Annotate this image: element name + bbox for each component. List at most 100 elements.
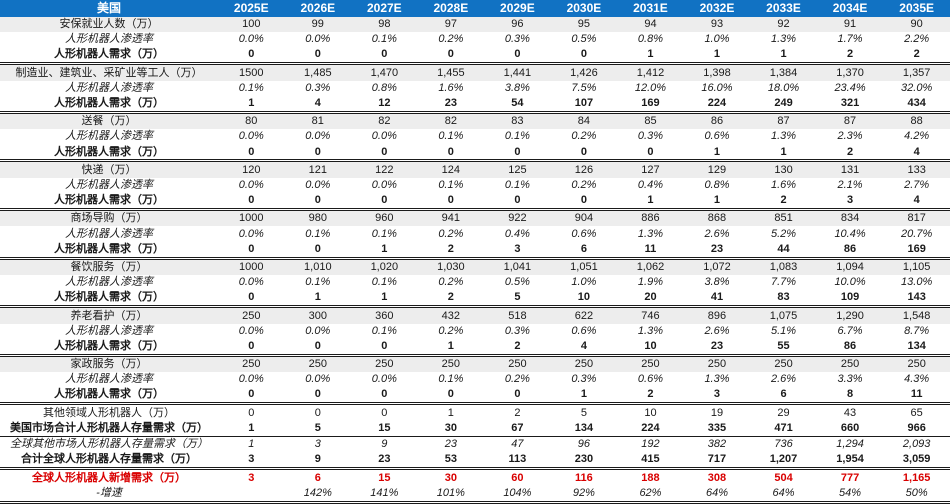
value-cell: 360	[351, 306, 418, 324]
value-cell: 0	[218, 192, 285, 212]
value-cell: 1	[750, 47, 817, 66]
value-cell: 2	[750, 192, 817, 212]
value-cell: 85	[617, 112, 684, 130]
value-cell: 3.8%	[704, 276, 730, 289]
value-cell: 98	[351, 17, 418, 32]
row-label: 人形机器人渗透率	[65, 178, 153, 191]
value-cell: 92%	[550, 485, 618, 504]
value-cell: 30	[444, 471, 457, 484]
value-cell: 1,072	[683, 258, 751, 275]
value-cell: 1,075	[750, 306, 817, 324]
table-row: 人形机器人需求（万） 1 4 12 23 54 107 169 224 249 321 434	[0, 95, 950, 114]
value-cell: 4.2%	[904, 130, 930, 143]
value-cell: 83	[750, 289, 817, 309]
row-label: 家政服务（万）	[0, 355, 218, 373]
value-cell: 1	[218, 420, 285, 437]
value-cell: 1,020	[351, 258, 418, 275]
row-label: 全球其他市场人形机器人存量需求（万）	[10, 438, 208, 451]
value-cell: 300	[284, 306, 352, 324]
value-cell: 3	[816, 192, 884, 212]
table-row: 快递（万） 120 121 122 124 125 126 127 129 130 131 133	[0, 160, 950, 178]
value-cell: 2.6%	[770, 373, 797, 386]
row-label: 人形机器人需求（万）	[0, 241, 218, 260]
value-cell: 122	[351, 160, 418, 178]
table-row: 人形机器人需求（万） 0 0 1 2 3 6 11 23 44 86 169	[0, 241, 950, 260]
value-cell: 0.0%	[238, 227, 264, 240]
row-label: 制造业、建筑业、采矿业等工人（万）	[0, 63, 218, 81]
value-cell: 41	[683, 289, 751, 309]
value-cell: 0	[484, 144, 551, 163]
row-label: 人形机器人需求（万）	[0, 289, 218, 309]
table-row: 人形机器人需求（万） 0 0 0 0 0 1 2 3 6 8 11	[0, 387, 950, 406]
value-cell: 87	[750, 112, 817, 130]
value-cell: 0.2%	[438, 276, 464, 289]
value-cell: 660	[816, 420, 884, 437]
value-cell: 32.0%	[901, 81, 933, 94]
value-cell: 0	[484, 47, 551, 66]
column-header: 2025E	[218, 0, 285, 17]
value-cell: 886	[617, 209, 684, 227]
value-cell: 0	[417, 144, 485, 163]
value-cell: 0.0%	[238, 130, 264, 143]
value-cell: 2	[484, 403, 551, 421]
value-cell: 83	[484, 112, 551, 130]
value-cell: 99	[284, 17, 352, 32]
row-label: 人形机器人需求（万）	[0, 47, 218, 66]
value-cell: 0.1%	[504, 178, 530, 191]
value-cell: 1,384	[750, 63, 817, 81]
value-cell: 0.0%	[371, 178, 397, 191]
value-cell: 1	[351, 241, 418, 260]
value-cell: 1	[351, 289, 418, 309]
value-cell: 250	[617, 355, 684, 373]
value-cell: 20.7%	[901, 227, 933, 240]
value-cell: 5.2%	[770, 227, 797, 240]
row-label: 美国市场合计人形机器人存量需求（万）	[0, 420, 218, 437]
value-cell: 1,062	[617, 258, 684, 275]
value-cell: 6	[750, 387, 817, 406]
value-cell: 1,041	[484, 258, 551, 275]
value-cell: 2,093	[902, 438, 931, 451]
value-cell: 1.3%	[637, 227, 663, 240]
value-cell: 250	[750, 355, 817, 373]
value-cell: 142%	[284, 485, 352, 504]
value-cell: 896	[683, 306, 751, 324]
value-cell: 2.6%	[704, 324, 730, 337]
value-cell: 82	[417, 112, 485, 130]
value-cell: 143	[883, 289, 950, 309]
value-cell: 0	[218, 338, 285, 357]
value-cell: 124	[417, 160, 485, 178]
value-cell: 18.0%	[767, 81, 800, 94]
table-row: 餐饮服务（万） 1000 1,010 1,020 1,030 1,041 1,051 1,06…	[0, 258, 950, 275]
value-cell: 0	[550, 144, 618, 163]
value-cell: 109	[816, 289, 884, 309]
value-cell: 250	[816, 355, 884, 373]
value-cell: 12	[351, 95, 418, 114]
value-cell: 0	[284, 241, 352, 260]
value-cell: 0.6%	[637, 373, 663, 386]
value-cell: 3	[314, 438, 321, 451]
row-label: 全球人形机器人新增需求（万）	[32, 471, 186, 484]
value-cell: 1,051	[550, 258, 618, 275]
value-cell: 851	[750, 209, 817, 227]
value-cell: 0	[550, 192, 618, 212]
value-cell: 1.7%	[837, 33, 863, 46]
table-row: 人形机器人需求（万） 0 0 0 0 0 0 0 1 1 2 4	[0, 144, 950, 163]
value-cell: 1000	[218, 258, 285, 275]
row-label: 人形机器人渗透率	[65, 130, 153, 143]
value-cell: 53	[417, 451, 485, 471]
value-cell: 250	[883, 355, 950, 373]
value-cell: 10	[617, 403, 684, 421]
value-cell: 2.6%	[704, 227, 730, 240]
value-cell: 20	[617, 289, 684, 309]
value-cell: 0.0%	[305, 130, 331, 143]
value-cell: 13.0%	[901, 276, 933, 289]
value-cell: 249	[750, 95, 817, 114]
row-label: 养老看护（万）	[0, 306, 218, 324]
value-cell: 101%	[417, 485, 485, 504]
column-header: 2027E	[351, 0, 418, 17]
value-cell: 904	[550, 209, 618, 227]
value-cell: 15	[351, 420, 418, 437]
value-cell: 96	[484, 17, 551, 32]
